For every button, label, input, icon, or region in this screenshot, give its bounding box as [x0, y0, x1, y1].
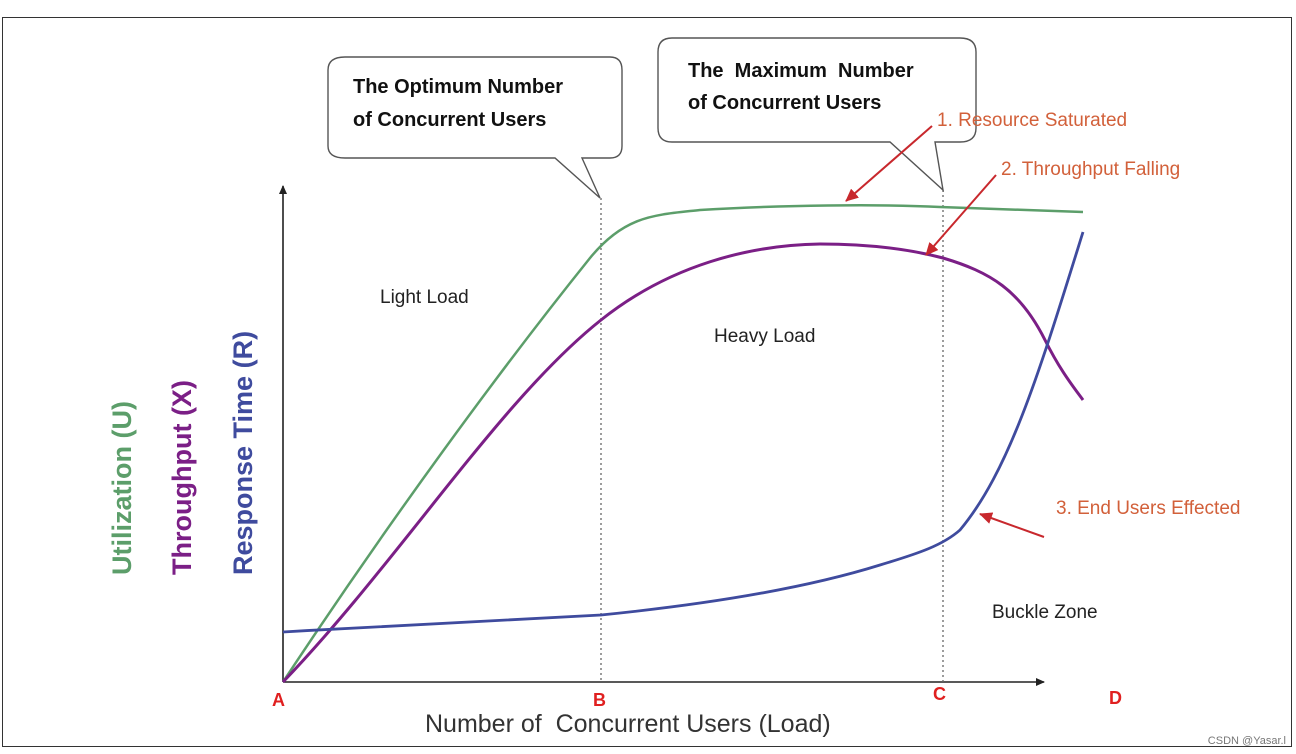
- x-marker-b: B: [593, 690, 606, 710]
- y-axis-label-response-time: Response Time (R): [228, 331, 258, 575]
- y-axis-label-throughput: Throughput (X): [167, 380, 197, 575]
- response-time-curve: [282, 231, 1085, 634]
- maximum-callout: [657, 37, 977, 192]
- x-marker-a: A: [272, 690, 285, 710]
- region-heavy-load: Heavy Load: [714, 326, 815, 347]
- throughput-falling-arrow: [925, 174, 997, 256]
- utilization-curve: [281, 204, 1084, 683]
- y-axis-label-utilization: Utilization (U): [107, 401, 137, 575]
- watermark: CSDN @Yasar.l: [1208, 735, 1286, 747]
- maximum-callout-line-2: of Concurrent Users: [688, 92, 881, 114]
- resource-saturated-arrow: [845, 125, 933, 202]
- throughput-curve: [281, 242, 1085, 684]
- figure-frame: [2, 17, 1292, 747]
- region-light-load: Light Load: [380, 287, 469, 308]
- annotation-resource-saturated: 1. Resource Saturated: [937, 110, 1127, 131]
- maximum-callout-line-1: The Maximum Number: [688, 60, 914, 82]
- optimum-callout-line-1: The Optimum Number: [353, 76, 563, 98]
- annotation-throughput-falling: 2. Throughput Falling: [1001, 159, 1180, 180]
- optimum-callout-line-2: of Concurrent Users: [353, 109, 546, 131]
- x-axis-label: Number of Concurrent Users (Load): [425, 710, 831, 738]
- x-marker-d: D: [1109, 688, 1122, 708]
- annotation-end-users-effected: 3. End Users Effected: [1056, 498, 1240, 519]
- end-users-effected-arrow: [979, 512, 1045, 538]
- x-marker-c: C: [933, 684, 946, 704]
- optimum-callout: [327, 56, 623, 199]
- region-buckle-zone: Buckle Zone: [992, 602, 1098, 623]
